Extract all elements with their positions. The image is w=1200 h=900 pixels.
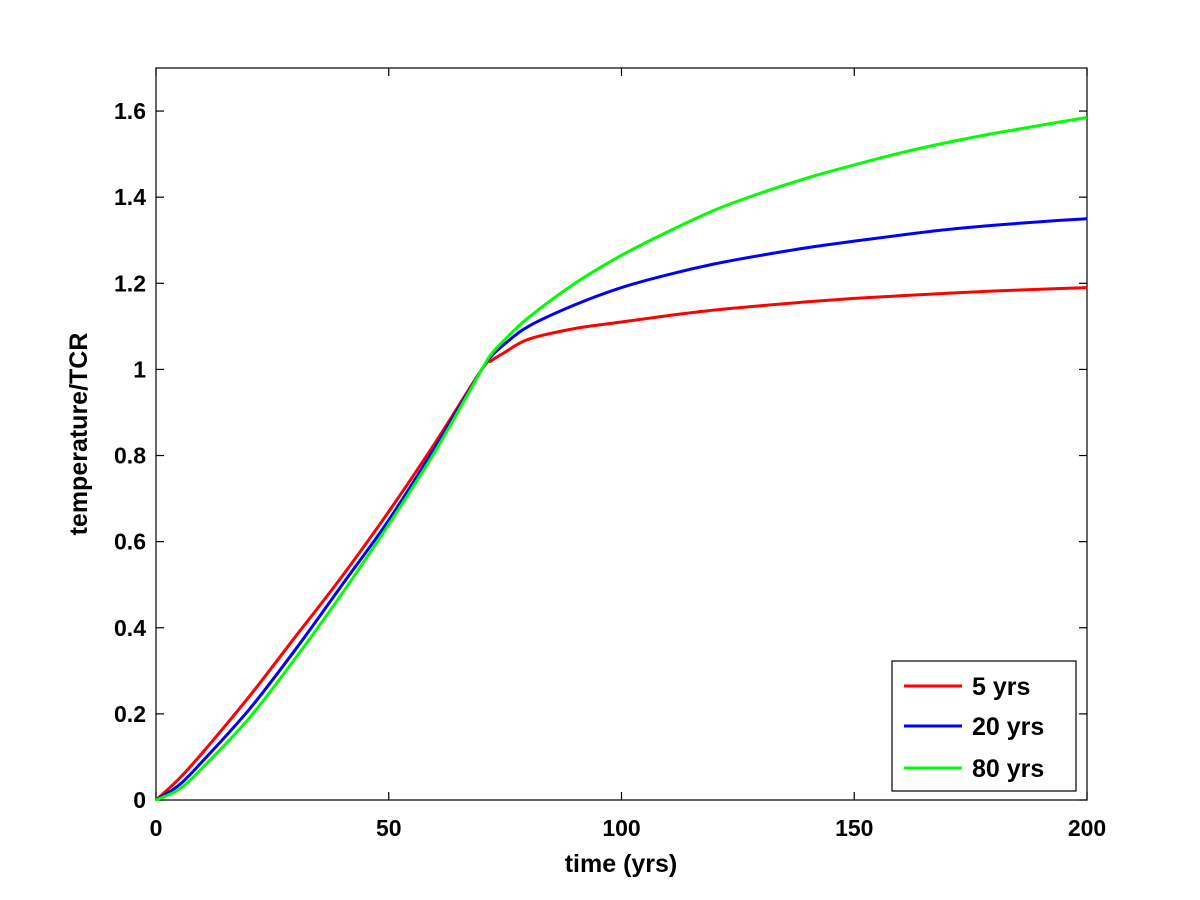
series-lines [154,116,1088,802]
legend-label-80-yrs: 80 yrs [972,755,1044,783]
y-tick-label: 0.6 [114,529,146,555]
y-axis-label: temperature/TCR [65,333,93,536]
series-line-5-yrs [154,286,1088,802]
y-tick-label: 0.8 [114,443,146,469]
x-tick-label: 150 [835,815,873,841]
x-tick-label: 50 [376,815,402,841]
y-tick-label: 1 [133,356,146,382]
series-line-80-yrs [155,116,1088,802]
y-tick-label: 1.2 [114,270,146,296]
y-tick-label: 0 [133,787,146,813]
x-tick-label: 200 [1068,815,1106,841]
y-tick-label: 1.4 [114,184,146,210]
y-tick-label: 1.6 [114,98,146,124]
axis-ticks [155,68,1088,801]
y-tick-label: 0.4 [114,615,146,641]
legend-label-20-yrs: 20 yrs [972,713,1044,741]
tick-labels: 0 50 100 150 200 0 0.2 0.4 0.6 0.8 1 1.2 1.4 1.6 [114,98,1106,841]
legend-label-5-yrs: 5 yrs [972,673,1030,701]
legend: 5 yrs 20 yrs 80 yrs [891,660,1077,792]
y-tick-label: 0.2 [114,701,146,727]
x-axis-label: time (yrs) [565,850,678,878]
x-tick-label: 100 [602,815,640,841]
x-tick-label: 0 [150,815,163,841]
series-line-20-yrs [155,217,1088,802]
